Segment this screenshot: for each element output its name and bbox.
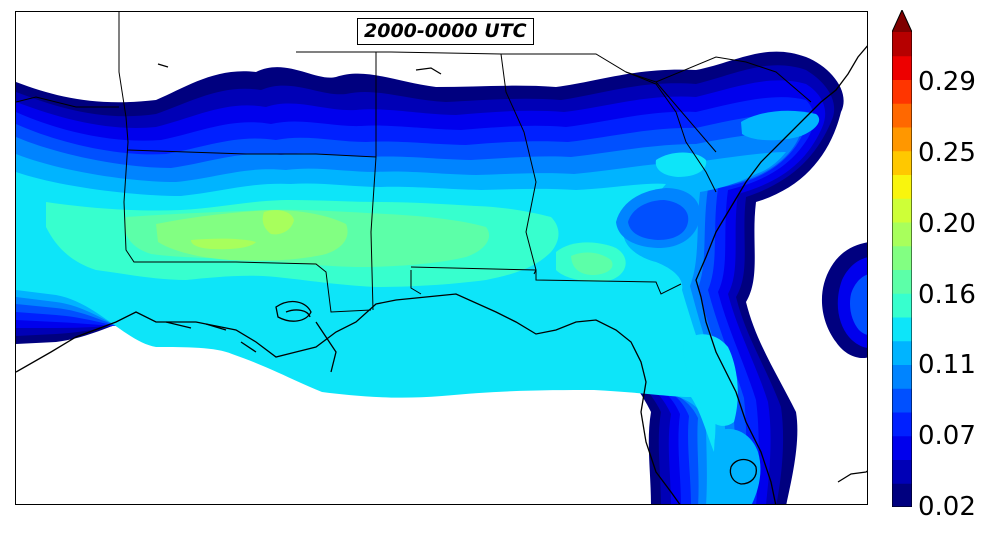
boundary-line — [16, 96, 119, 108]
contour-level-10-b — [571, 252, 613, 275]
colorbar-segment — [892, 459, 912, 484]
colorbar-outline — [892, 10, 912, 507]
colorbar-segment — [892, 32, 912, 57]
map-canvas — [16, 12, 867, 504]
colorbar-segment — [892, 55, 912, 80]
colorbar-segment — [892, 150, 912, 175]
contour-high-ne-ga — [655, 152, 707, 177]
coastline-islands — [165, 321, 257, 353]
colorbar-tick-label: 0.16 — [918, 280, 976, 310]
colorbar-segment — [892, 245, 912, 270]
coastline-lake-pontchartrain — [285, 309, 311, 318]
contour-level-12 — [191, 238, 256, 250]
colorbar-segment — [892, 364, 912, 389]
colorbar-segment — [892, 198, 912, 223]
colorbar-tick-label: 0.29 — [918, 67, 976, 97]
coastline-pond — [157, 63, 169, 68]
colorbar-segment — [892, 293, 912, 318]
contour-low-ga-inner — [628, 200, 689, 240]
boundary-line — [370, 156, 377, 311]
coastline-gulf — [16, 293, 681, 504]
colorbar-segment — [892, 317, 912, 342]
state-boundaries — [16, 12, 812, 313]
map-title: 2000-0000 UTC — [357, 18, 534, 45]
colorbar-segment — [892, 174, 912, 199]
colorbar-segment — [892, 269, 912, 294]
colorbar-tick-label: 0.02 — [918, 492, 976, 522]
colorbar-segment — [892, 79, 912, 104]
colorbar-tick-label: 0.25 — [918, 138, 976, 168]
contour-fl-south — [714, 428, 761, 504]
colorbar — [892, 10, 912, 507]
contour-level-12-b — [262, 210, 294, 235]
colorbar-segment — [892, 435, 912, 460]
coastline-atlantic — [695, 45, 867, 504]
map-panel: 2000-0000 UTC — [15, 11, 868, 505]
contour-level-4-east — [850, 274, 867, 335]
boundary-line — [410, 270, 422, 295]
coastline-cuba-tip — [837, 470, 867, 483]
coastline-ms-delta — [315, 321, 337, 373]
colorbar-segment — [892, 388, 912, 413]
coastlines — [16, 45, 867, 504]
precip-field — [16, 51, 867, 504]
coastline-lake-ne — [415, 67, 442, 75]
contour-high-sc — [741, 110, 820, 141]
boundary-line — [501, 53, 717, 193]
boundary-line — [655, 81, 717, 153]
colorbar-tick-label: 0.20 — [918, 209, 976, 239]
boundary-line — [625, 56, 812, 103]
colorbar-segment — [892, 127, 912, 152]
coastline-lake-okeechobee — [729, 458, 757, 485]
colorbar-tick-label: 0.11 — [918, 350, 976, 380]
colorbar-segment — [892, 483, 912, 507]
colorbar-segment — [892, 103, 912, 128]
colorbar-tick-label: 0.07 — [918, 421, 976, 451]
colorbar-extend-arrow — [892, 10, 912, 32]
coastline-mobile-bay — [275, 300, 312, 322]
colorbar-segment — [892, 222, 912, 247]
contour-fl-center — [683, 334, 738, 426]
colorbar-segment — [892, 412, 912, 437]
colorbar-segment — [892, 340, 912, 365]
boundary-line — [410, 266, 682, 295]
boundary-line — [118, 12, 372, 313]
